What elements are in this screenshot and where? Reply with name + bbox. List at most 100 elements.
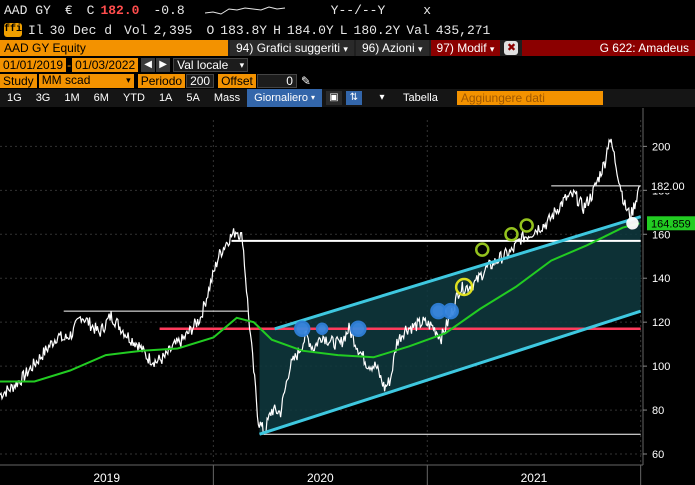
caret-down-icon: ▾ (239, 60, 245, 70)
pencil-icon[interactable]: ✎ (300, 74, 311, 88)
end-date-input[interactable]: 01/03/2022 (72, 58, 139, 72)
marker-green (475, 242, 490, 257)
menu-label: Azioni (381, 41, 415, 55)
menu-label: Modif (457, 41, 487, 55)
menu-number: 97) (436, 41, 454, 55)
study-select[interactable]: MM scad ▾ (38, 73, 134, 88)
traded-value: 435,271 (435, 22, 491, 38)
add-data-input[interactable]: Aggiungere dati (456, 91, 603, 105)
session-flag: Il (28, 22, 44, 38)
period-max[interactable]: Mass (213, 92, 241, 104)
last-price: 182.0 (100, 2, 140, 18)
close-icon[interactable]: ✖ (504, 41, 519, 55)
y-tick-label: 80 (652, 405, 664, 417)
quote-bar: AAD GY € C 182.0 -0.8 Y--/--Y x (0, 0, 695, 20)
bid-ask: Y--/--Y (330, 2, 386, 18)
actions-menu[interactable]: 96) Azioni ▾ (355, 40, 429, 56)
y-tick-label: 200 (652, 141, 670, 153)
marker-green (504, 227, 519, 242)
caret-down-icon: ▾ (489, 44, 495, 54)
net-change: -0.8 (153, 2, 185, 18)
period-label: Periodo (137, 74, 186, 88)
study-value: MM scad (41, 73, 91, 87)
page-title: G 622: Amadeus (522, 40, 695, 56)
price-tags: 182.00 164.859 (647, 178, 695, 231)
options-caret-icon[interactable]: ▾ (379, 92, 385, 103)
y-tick-label: 60 (652, 449, 664, 461)
prev-icon[interactable]: ◀ (141, 58, 156, 72)
low-price: 180.2Y (353, 22, 401, 38)
candle-icon[interactable]: ⇅ (345, 91, 362, 105)
quote-stats: ffi Il 30 Dec d Vol 2,395 O 183.8Y H 184… (0, 20, 695, 40)
caret-down-icon: ▾ (417, 44, 423, 54)
marker-blue (350, 320, 367, 338)
value-label: Val (406, 22, 430, 38)
ticker: AAD GY (4, 2, 51, 18)
open-price: 183.8Y (220, 22, 268, 38)
currency-select[interactable]: Val locale ▾ (173, 58, 249, 72)
table-button[interactable]: Tabella (402, 92, 438, 104)
ma-tag: 164.859 (651, 218, 691, 230)
edit-menu[interactable]: 97) Modif ▾ (430, 40, 501, 56)
study-bar: Study MM scad ▾ Periodo 200 Offset 0 ✎ (0, 73, 695, 89)
start-date-input[interactable]: 01/01/2019 (0, 58, 67, 72)
low-label: L (339, 22, 348, 38)
period-ytd[interactable]: YTD (122, 92, 145, 104)
exchange-flag-icon: ffi (4, 23, 23, 37)
function-toolbar: AAD GY Equity 94) Grafici suggeriti ▾ 96… (0, 40, 695, 56)
x-tick-label: 2021 (521, 471, 548, 485)
period-1d[interactable]: 1G (7, 92, 22, 104)
offset-input[interactable]: 0 (256, 74, 297, 88)
frequency-select[interactable]: Giornaliero ▾ (247, 89, 322, 107)
marker-green (519, 218, 534, 233)
open-label: O (206, 22, 215, 38)
menu-label: Grafici suggeriti (256, 41, 341, 55)
period-1y[interactable]: 1A (158, 92, 173, 104)
marker-blue-small (315, 322, 329, 336)
x-mark: x (423, 2, 432, 18)
sparkline-icon (204, 6, 285, 15)
period-1m[interactable]: 1M (64, 92, 80, 104)
security-field[interactable]: AAD GY Equity (0, 40, 228, 56)
currency-value: Val locale (177, 58, 229, 72)
price-series-line (0, 138, 641, 435)
study-label: Study (0, 74, 37, 88)
currency: € (64, 2, 73, 18)
volume-label: Vol (124, 22, 148, 38)
caret-down-icon: ▾ (126, 75, 131, 85)
last-label: C (86, 2, 95, 18)
next-icon[interactable]: ▶ (156, 58, 171, 72)
chart-type-icon[interactable]: ▣ (325, 91, 342, 105)
period-5y[interactable]: 5A (186, 92, 200, 104)
date-separator: - (67, 58, 72, 72)
marker-yellow (454, 277, 474, 297)
y-tick-label: 140 (652, 273, 670, 285)
caret-down-icon: ▾ (310, 93, 315, 102)
channel-upper-line (274, 215, 642, 331)
volume: 2,395 (153, 22, 193, 38)
ma-tag-bg (647, 216, 695, 231)
suggested-charts-menu[interactable]: 94) Grafici suggeriti ▾ (230, 40, 354, 56)
offset-label: Offset (218, 74, 256, 88)
period-6m[interactable]: 6M (93, 92, 109, 104)
y-tick-label: 100 (652, 361, 670, 373)
frequency-value: Giornaliero (254, 92, 308, 104)
period-input[interactable]: 200 (186, 74, 215, 88)
last-price-tag: 182.00 (651, 181, 685, 193)
marker-white (626, 217, 639, 230)
channel-fill (259, 216, 641, 435)
moving-average-line (0, 222, 640, 383)
x-tick-label: 2019 (93, 471, 120, 485)
menu-number: 94) (236, 41, 254, 55)
last-price-tag-bg (647, 178, 695, 193)
x-tick-label: 2020 (307, 471, 334, 485)
high-price: 184.0Y (286, 22, 334, 38)
quote-date: 30 Dec d (49, 22, 113, 38)
markers (293, 217, 639, 338)
channel-lower-line (259, 309, 642, 436)
date-range-bar: 01/01/2019 - 01/03/2022 ◀ ▶ Val locale ▾ (0, 57, 695, 73)
marker-blue (293, 320, 311, 338)
period-3d[interactable]: 3G (35, 92, 51, 104)
marker-blue (442, 302, 459, 320)
